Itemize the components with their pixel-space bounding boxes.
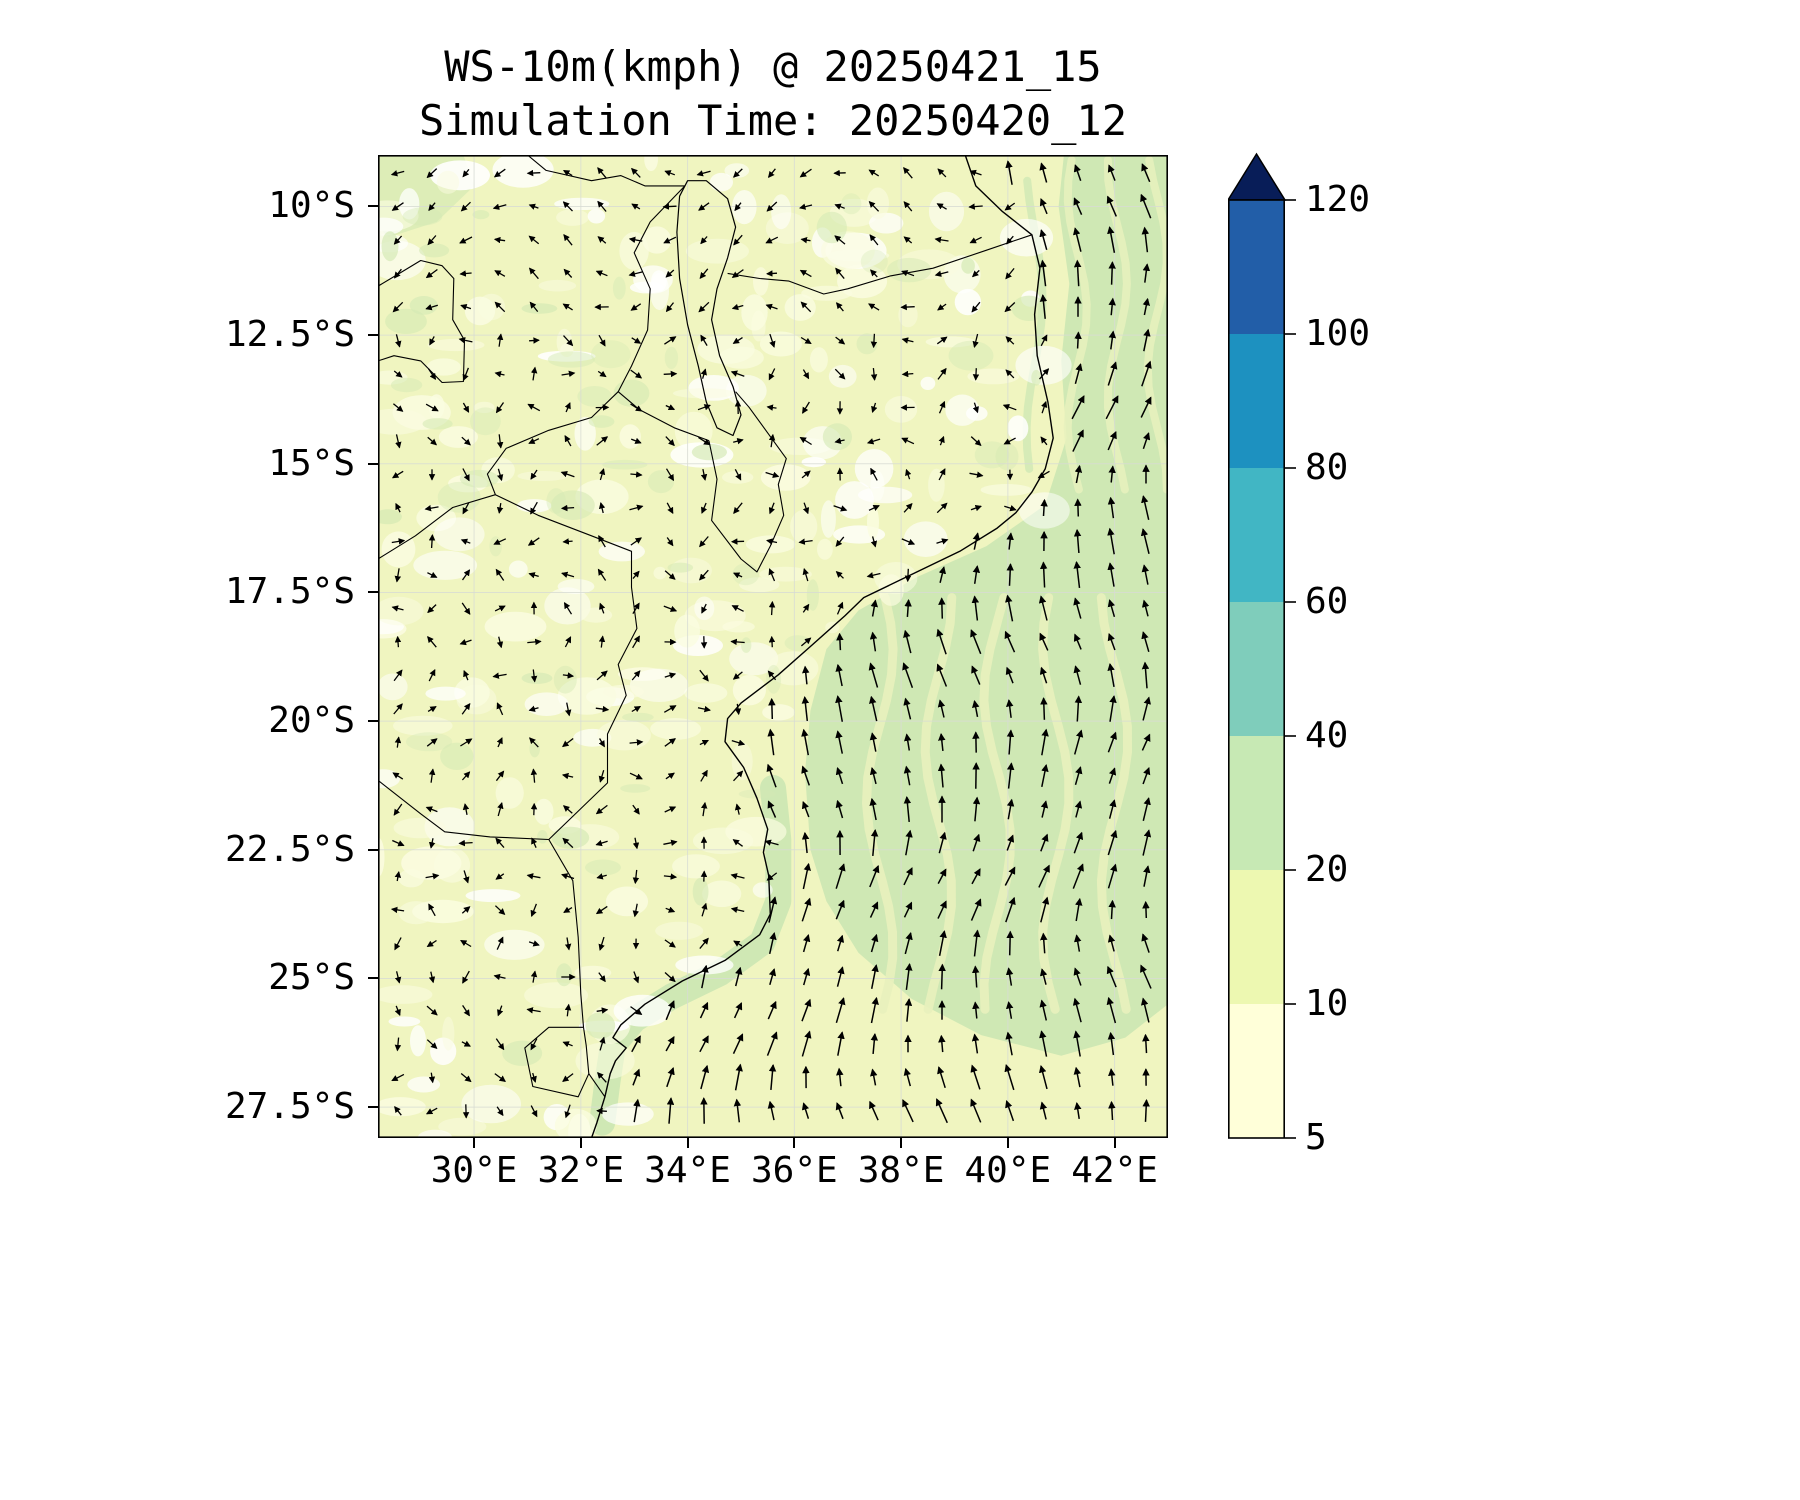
colorbar-tick-label: 20 (1305, 849, 1349, 890)
x-tick-mark (473, 1138, 476, 1148)
y-tick-label: 25°S (268, 957, 355, 999)
colorbar-tick-label: 120 (1305, 179, 1371, 220)
colorbar-tick-label: 40 (1305, 715, 1349, 756)
x-tick-mark (1113, 1138, 1116, 1148)
x-tick-mark (1006, 1138, 1009, 1148)
chart-subtitle: Simulation Time: 20250420_12 (418, 96, 1127, 145)
y-tick-label: 17.5°S (224, 571, 355, 613)
x-tick-mark (686, 1138, 689, 1148)
colorbar-tick-label: 60 (1305, 581, 1349, 622)
y-tick-mark (368, 462, 378, 465)
y-tick-mark (368, 977, 378, 980)
colorbar-tick-label: 80 (1305, 447, 1349, 488)
y-tick-label: 10°S (268, 185, 355, 227)
colorbar (1228, 152, 1296, 1139)
coastline-borders-layer (378, 155, 1054, 1138)
colorbar-tick-label: 5 (1305, 1117, 1327, 1158)
y-tick-label: 15°S (268, 442, 355, 484)
y-tick-mark (368, 591, 378, 594)
x-tick-mark (900, 1138, 903, 1148)
y-tick-mark (368, 334, 378, 337)
wind-arrows-layer (390, 160, 1152, 1124)
y-tick-mark (368, 848, 378, 851)
y-tick-label: 27.5°S (224, 1086, 355, 1128)
x-tick-label: 36°E (750, 1150, 838, 1191)
y-tick-mark (368, 1106, 378, 1109)
x-tick-mark (579, 1138, 582, 1148)
axes-frame (378, 155, 1168, 1138)
y-tick-label: 12.5°S (224, 314, 355, 356)
y-tick-label: 22.5°S (224, 828, 355, 870)
chart-title: WS-10m(kmph) @ 20250421_15 (444, 42, 1102, 91)
x-tick-label: 42°E (1071, 1150, 1158, 1191)
x-tick-label: 30°E (430, 1150, 518, 1191)
y-tick-mark (368, 205, 378, 208)
graticule-layer (378, 155, 1168, 1138)
x-tick-label: 32°E (537, 1150, 625, 1191)
colorbar-tick-label: 100 (1305, 313, 1371, 354)
x-tick-label: 38°E (857, 1150, 945, 1191)
colorbar-tick-label: 10 (1305, 983, 1349, 1024)
x-tick-label: 40°E (964, 1150, 1052, 1191)
y-tick-mark (368, 720, 378, 723)
x-tick-mark (793, 1138, 796, 1148)
map-canvas (378, 155, 1168, 1138)
x-tick-label: 34°E (644, 1150, 731, 1191)
y-tick-label: 20°S (268, 700, 355, 742)
